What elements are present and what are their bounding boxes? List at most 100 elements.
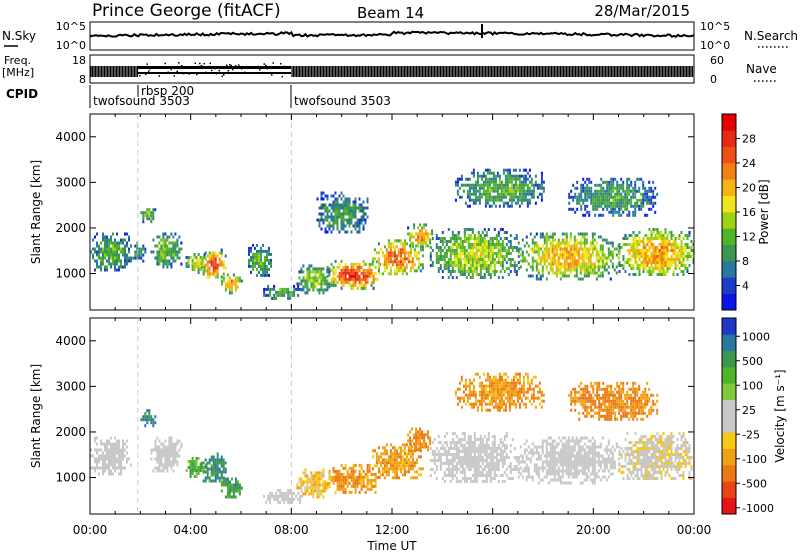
heatmap-cell (480, 195, 483, 199)
heatmap-cell (469, 450, 472, 453)
heatmap-cell (624, 204, 627, 208)
heatmap-cell (568, 201, 571, 205)
heatmap-cell (459, 471, 462, 474)
heatmap-cell (465, 264, 468, 267)
heatmap-cell (208, 467, 211, 471)
heatmap-cell (451, 465, 454, 468)
heatmap-cell (648, 267, 651, 270)
heatmap-cell (429, 258, 432, 261)
heatmap-cell (642, 255, 645, 258)
heatmap-cell (104, 442, 106, 446)
heatmap-cell (271, 494, 274, 498)
heatmap-cell (358, 268, 361, 272)
heatmap-cell (586, 195, 589, 199)
heatmap-cell (226, 489, 229, 493)
heatmap-cell (262, 270, 264, 274)
heatmap-cell (230, 495, 233, 499)
heatmap-cell (409, 244, 412, 248)
heatmap-cell (549, 241, 552, 245)
heatmap-cell (648, 195, 651, 199)
heatmap-cell (214, 257, 217, 261)
heatmap-cell (320, 197, 323, 201)
heatmap-cell (174, 451, 177, 455)
heatmap-cell (279, 293, 282, 297)
heatmap-cell (189, 463, 192, 466)
heatmap-cell (496, 171, 499, 175)
heatmap-cell (557, 253, 560, 257)
heatmap-cell (160, 457, 163, 461)
heatmap-cell (435, 252, 438, 255)
heatmap-cell (391, 464, 394, 468)
heatmap-cell (269, 290, 272, 294)
heatmap-cell (393, 251, 396, 255)
heatmap-cell (435, 468, 438, 471)
heatmap-cell (608, 198, 611, 202)
heatmap-cell (489, 246, 492, 249)
heatmap-cell (401, 455, 404, 459)
heatmap-cell (612, 186, 615, 190)
heatmap-cell (630, 264, 633, 267)
heatmap-cell (638, 207, 641, 211)
heatmap-cell (116, 460, 118, 464)
heatmap-cell (593, 247, 596, 251)
heatmap-cell (352, 203, 355, 207)
heatmap-cell (423, 442, 426, 446)
heatmap-cell (664, 231, 667, 234)
heatmap-cell (461, 468, 464, 471)
heatmap-cell (346, 475, 349, 479)
heatmap-cell (409, 232, 412, 236)
heatmap-cell (632, 273, 635, 276)
heatmap-cell (263, 290, 266, 294)
heatmap-cell (484, 201, 487, 205)
heatmap-cell (449, 261, 452, 264)
heatmap-cell (174, 445, 177, 449)
heatmap-cell (472, 174, 475, 178)
freq-dot (223, 74, 225, 76)
heatmap-cell (443, 264, 446, 267)
heatmap-cell (618, 210, 621, 214)
heatmap-cell (541, 253, 544, 257)
heatmap-cell (342, 472, 345, 476)
heatmap-cell (481, 480, 484, 483)
heatmap-cell (146, 421, 149, 425)
heatmap-cell (656, 255, 659, 258)
heatmap-cell (490, 189, 493, 193)
heatmap-cell (220, 480, 223, 484)
heatmap-cell (585, 262, 588, 266)
heatmap-cell (250, 264, 252, 268)
heatmap-cell (268, 267, 270, 271)
heatmap-cell (453, 234, 456, 237)
heatmap-cell (616, 195, 619, 199)
heatmap-cell (308, 264, 311, 268)
heatmap-cell (636, 243, 639, 246)
heatmap-cell (526, 189, 529, 193)
heatmap-cell (277, 488, 280, 492)
heatmap-cell (415, 427, 418, 431)
heatmap-cell (565, 235, 568, 239)
heatmap-cell (491, 243, 494, 246)
heatmap-cell (338, 265, 341, 269)
heatmap-cell (403, 260, 406, 264)
heatmap-cell (516, 183, 519, 187)
heatmap-cell (485, 453, 488, 456)
heatmap-cell (162, 247, 165, 251)
heatmap-cell (451, 438, 454, 441)
heatmap-cell (334, 280, 337, 284)
heatmap-cell (514, 168, 517, 172)
heatmap-cell (158, 262, 161, 266)
heatmap-cell (569, 259, 572, 263)
heatmap-cell (632, 213, 635, 217)
heatmap-cell (662, 270, 665, 273)
heatmap-cell (648, 207, 651, 211)
heatmap-cell (174, 460, 177, 464)
heatmap-cell (474, 195, 477, 199)
heatmap-cell (445, 432, 448, 435)
heatmap-cell (646, 198, 649, 202)
heatmap-cell (493, 435, 496, 438)
heatmap-cell (200, 266, 203, 270)
heatmap-cell (340, 286, 343, 290)
heatmap-cell (324, 489, 327, 493)
heatmap-cell (471, 237, 474, 240)
heatmap-cell (545, 253, 548, 257)
